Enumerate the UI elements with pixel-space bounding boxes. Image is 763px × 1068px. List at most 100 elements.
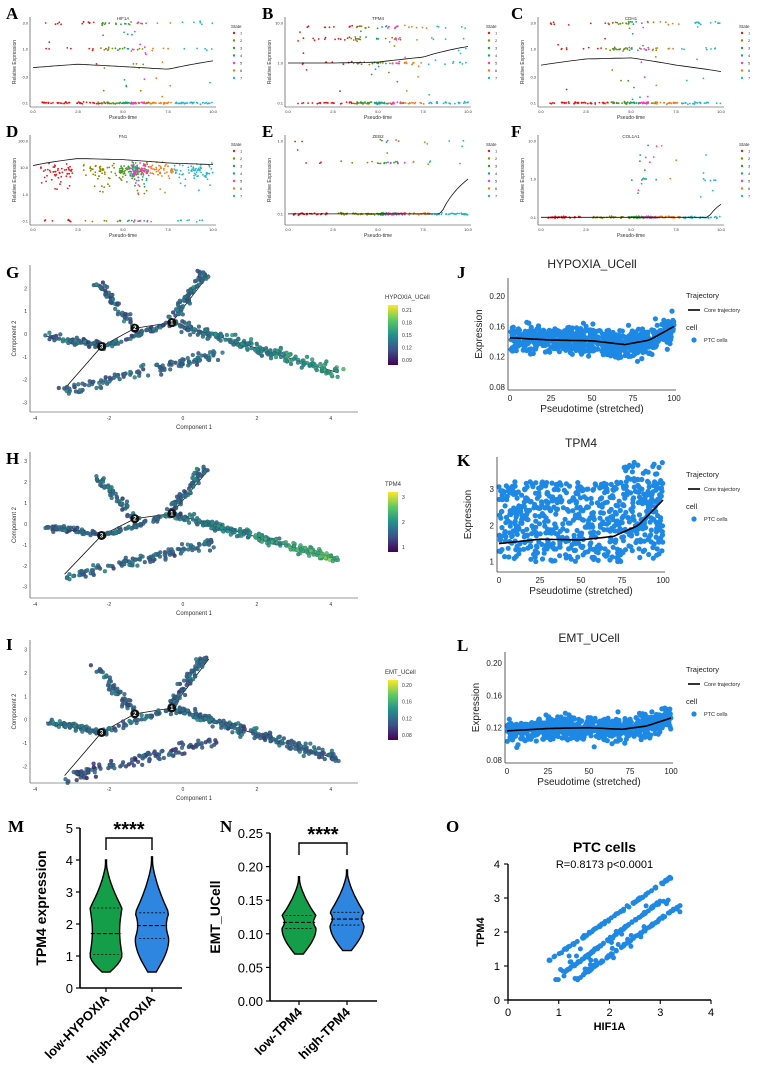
data-point [395, 25, 398, 28]
data-point [133, 178, 136, 181]
cell-point [107, 379, 112, 384]
cell-point [113, 306, 118, 311]
state-legend-label: 5 [748, 179, 751, 184]
data-point [138, 168, 141, 170]
cell-point [187, 673, 192, 678]
y-tick-label: 0.1 [530, 215, 536, 220]
data-point [140, 101, 143, 104]
data-point [655, 49, 658, 52]
data-point [647, 48, 650, 51]
cell-point [206, 718, 211, 723]
x-tick-label: 25 [547, 394, 556, 403]
data-point [141, 178, 144, 181]
data-point [417, 65, 420, 68]
cell-point [76, 382, 81, 387]
data-point [193, 21, 195, 24]
data-point [646, 95, 649, 98]
data-point [689, 102, 691, 105]
cell-point [553, 511, 559, 517]
data-point [152, 173, 155, 175]
data-point [89, 166, 92, 168]
cell-legend-label: PTC cells [704, 338, 728, 344]
data-point [65, 175, 68, 178]
cell-point [120, 698, 125, 703]
data-point [54, 23, 57, 26]
cell-point [283, 358, 288, 363]
cell-point [567, 342, 574, 348]
cell-point [89, 728, 94, 734]
data-point [209, 184, 211, 187]
data-point [626, 48, 629, 51]
data-point [320, 161, 322, 164]
data-point [462, 139, 465, 142]
data-point [422, 103, 425, 105]
data-point [186, 102, 189, 104]
data-point [170, 101, 172, 104]
cell-point [238, 728, 243, 733]
cell-point [210, 521, 215, 526]
data-point [318, 102, 320, 104]
data-point [326, 101, 329, 104]
data-point [141, 102, 144, 104]
cell-point [122, 372, 127, 377]
x-tick-label: 0.0 [285, 227, 291, 232]
data-point [121, 176, 124, 178]
data-point [92, 101, 95, 104]
cell-point [502, 503, 508, 509]
data-point [119, 178, 122, 180]
data-point [397, 140, 400, 143]
data-point [394, 160, 397, 163]
data-point [386, 139, 389, 142]
data-point [120, 23, 122, 26]
data-point [191, 168, 194, 171]
state-legend-label: 2 [748, 156, 751, 161]
cell-point [100, 479, 106, 484]
data-point [444, 63, 446, 66]
cell-point [267, 730, 272, 735]
cell-point [242, 726, 247, 732]
y-tick-label: 0.1 [22, 101, 28, 106]
data-point [563, 102, 566, 105]
cell-point [619, 346, 626, 352]
data-point [108, 22, 111, 25]
cell-point [193, 709, 198, 714]
data-point [437, 26, 440, 28]
cell-point [214, 520, 219, 525]
cell-point [301, 753, 306, 759]
data-point [111, 47, 114, 50]
cell-point [62, 721, 67, 726]
data-point [707, 101, 709, 104]
data-point [48, 162, 50, 165]
data-point [60, 175, 63, 178]
cell-point [239, 341, 245, 346]
cell-point [221, 529, 226, 534]
data-point [671, 22, 674, 25]
data-point [342, 63, 345, 66]
data-point [179, 102, 181, 104]
data-point [377, 102, 379, 105]
data-point [420, 62, 423, 64]
data-point [565, 48, 568, 51]
y-axis-label: Component 2 [12, 693, 18, 730]
cell-point [163, 557, 168, 562]
x-tick-label: 7.5 [420, 227, 426, 232]
data-point [102, 169, 105, 171]
state-legend-label: 7 [748, 76, 751, 81]
cell-point [161, 755, 166, 761]
data-point [313, 39, 316, 42]
data-point [110, 102, 112, 105]
data-point [356, 40, 358, 43]
data-point [56, 188, 58, 191]
data-point [158, 102, 161, 105]
cell-point [586, 348, 592, 354]
data-point [454, 102, 456, 105]
x-tick-label: 5.0 [628, 109, 634, 114]
panel-letter-A: A [6, 4, 19, 23]
data-point [426, 143, 429, 145]
data-point [654, 56, 657, 58]
cell-point [527, 479, 533, 485]
data-point [355, 37, 357, 40]
y-tick-label: 1.0 [277, 61, 283, 66]
